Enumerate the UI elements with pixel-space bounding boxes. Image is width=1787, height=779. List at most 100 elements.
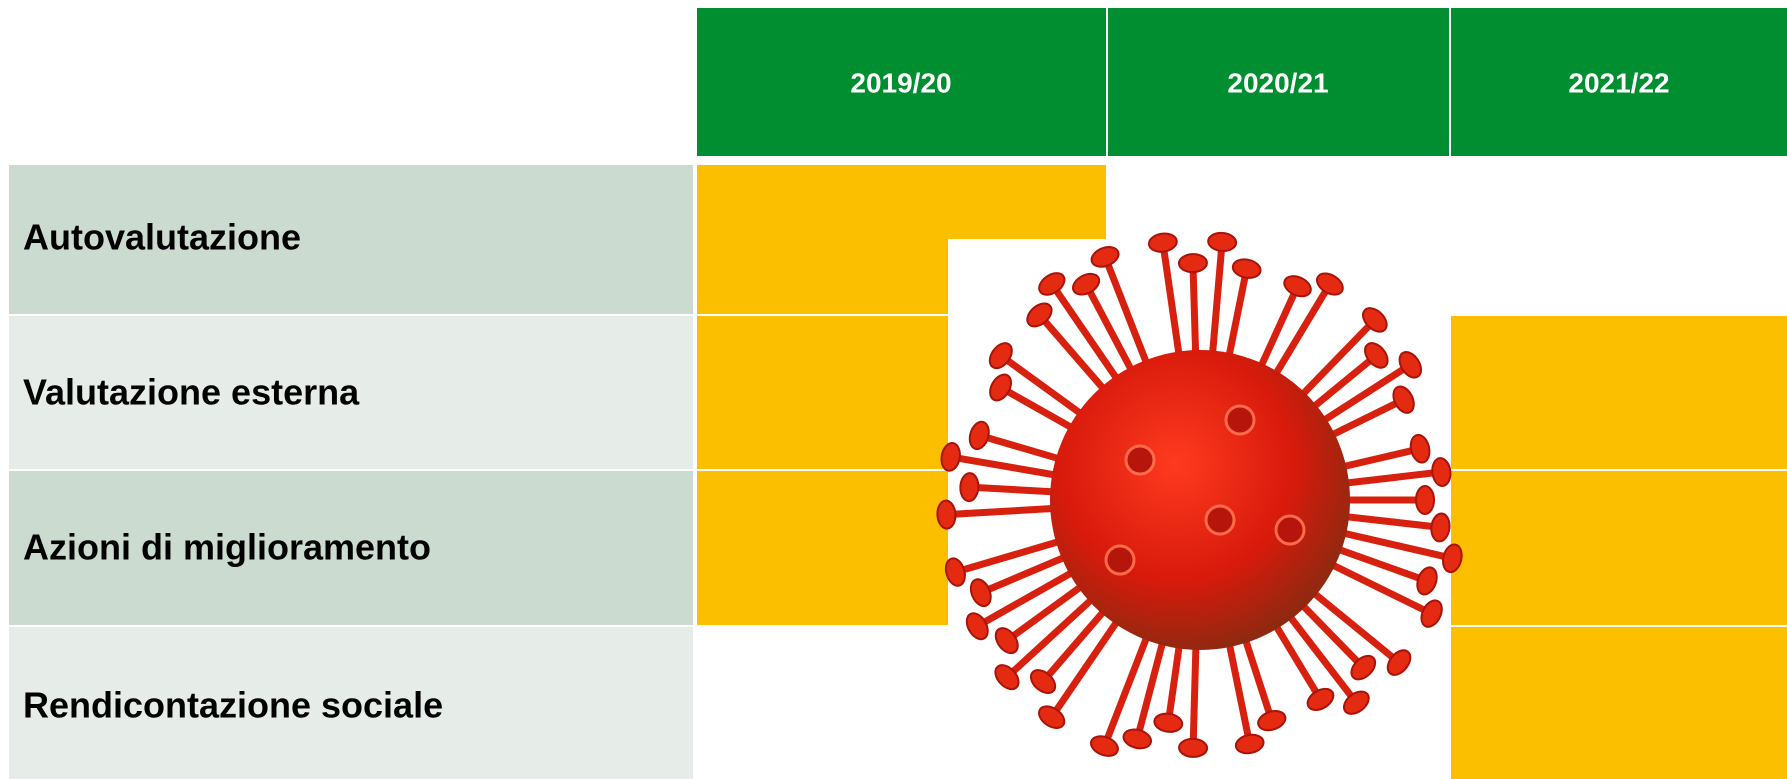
row-label: Valutazione esterna — [23, 372, 360, 413]
virus-spike-head — [1089, 735, 1119, 757]
active-cell — [1451, 627, 1787, 779]
row-label: Azioni di miglioramento — [23, 527, 431, 568]
virus-spike-head — [1415, 485, 1435, 515]
virus-spike — [951, 534, 1075, 576]
virus-spike-head — [1430, 512, 1451, 543]
virus-spike — [1189, 631, 1200, 752]
row-label: Rendicontazione sociale — [23, 685, 443, 726]
virus-spike — [1310, 361, 1414, 431]
virus-spike — [1317, 396, 1408, 444]
virus-spike-head — [1306, 687, 1335, 712]
virus-spike — [1039, 598, 1116, 686]
virus-spike-head — [1207, 231, 1238, 252]
row-label: Autovalutazione — [23, 217, 301, 258]
virus-spike-head — [1409, 433, 1431, 464]
virus-pore — [1204, 504, 1236, 536]
virus-spike-head — [1350, 654, 1377, 681]
virus-spike — [942, 504, 1069, 519]
virus-spike — [1252, 282, 1302, 381]
virus-spike-head — [1361, 307, 1388, 333]
virus-spike-head — [968, 420, 990, 451]
row-cell — [9, 165, 693, 314]
virus-spike — [975, 431, 1074, 466]
virus-spike — [1003, 575, 1095, 645]
virus-spike-head — [1392, 385, 1415, 414]
virus-spike — [965, 483, 1069, 496]
virus-spike — [977, 549, 1080, 597]
virus-spike — [1035, 311, 1116, 402]
virus-spike-head — [994, 627, 1019, 655]
virus-spike — [1278, 603, 1360, 707]
virus-spike-head — [1038, 705, 1066, 730]
virus-spike-head — [965, 612, 989, 641]
virus-spike-head — [1257, 710, 1287, 732]
row-cell — [9, 627, 693, 779]
virus-spike-head — [1386, 649, 1412, 676]
virus-spike — [1208, 238, 1226, 369]
virus-spike — [1223, 628, 1254, 748]
virus-spike-head — [1177, 253, 1208, 274]
virus-spike — [1330, 511, 1444, 531]
virus-spike — [1159, 239, 1185, 370]
virus-spike — [1266, 612, 1324, 703]
column-header: 2021/22 — [1568, 67, 1669, 98]
virus-spike-head — [1122, 728, 1152, 750]
virus-spike-head — [1316, 272, 1344, 296]
virus-spike-head — [1431, 457, 1452, 487]
virus-spike — [1238, 624, 1276, 725]
virus-spike-head — [1420, 599, 1443, 628]
virus-spike-head — [994, 664, 1020, 691]
virus-spike — [1301, 581, 1403, 667]
virus-spike-head — [1364, 342, 1389, 369]
virus-spike — [1327, 445, 1424, 473]
virus-pore — [1124, 444, 1156, 476]
virus-spike-head — [1442, 543, 1463, 574]
header-cell — [1108, 8, 1449, 156]
virus-spike — [973, 563, 1087, 630]
virus-spike-head — [1147, 232, 1178, 253]
virus-spike — [947, 453, 1071, 481]
virus-spike-head — [1283, 275, 1312, 298]
header-cell — [697, 8, 1106, 156]
virus-spike-head — [1342, 690, 1370, 715]
virus-spike — [1101, 253, 1155, 378]
virus-spike — [1223, 265, 1251, 372]
virus-spike-head — [969, 578, 992, 608]
virus-spike-head — [940, 442, 961, 472]
virus-spike-head — [1178, 737, 1209, 758]
column-header: 2020/21 — [1227, 67, 1328, 98]
virus-spike-head — [1416, 566, 1438, 596]
row-cell — [9, 471, 693, 625]
virus-spike — [1133, 627, 1170, 743]
row-cell — [9, 316, 693, 469]
virus-spike — [1082, 280, 1141, 385]
virus-spike-head — [1029, 669, 1057, 694]
virus-spike — [1290, 593, 1367, 672]
active-cell — [1451, 471, 1787, 625]
virus-spike — [997, 352, 1095, 425]
column-header: 2019/20 — [850, 67, 951, 98]
virus-pore — [1104, 544, 1136, 576]
virus-spike-head — [989, 373, 1012, 402]
virus-spike — [1317, 555, 1436, 618]
virus-spike-head — [988, 342, 1013, 370]
virus-spike-head — [936, 499, 957, 530]
virus-spike-head — [1026, 302, 1053, 328]
virus-body — [1050, 350, 1350, 650]
virus-spike — [1290, 316, 1379, 407]
header-cell — [1451, 8, 1787, 156]
virus-spike-head — [1153, 712, 1184, 733]
virus-spike — [1266, 280, 1334, 388]
virus-spike — [1323, 541, 1431, 585]
virus-spike — [1048, 607, 1128, 721]
virus-spike — [997, 383, 1086, 438]
virus-spike-head — [1231, 258, 1262, 279]
virus-spike — [1300, 351, 1380, 418]
virus-spike — [1003, 587, 1105, 681]
virus-spike-head — [959, 472, 980, 503]
virus-spike — [1048, 280, 1128, 393]
virus-spike — [1328, 526, 1456, 562]
virus-pore — [1274, 514, 1306, 546]
